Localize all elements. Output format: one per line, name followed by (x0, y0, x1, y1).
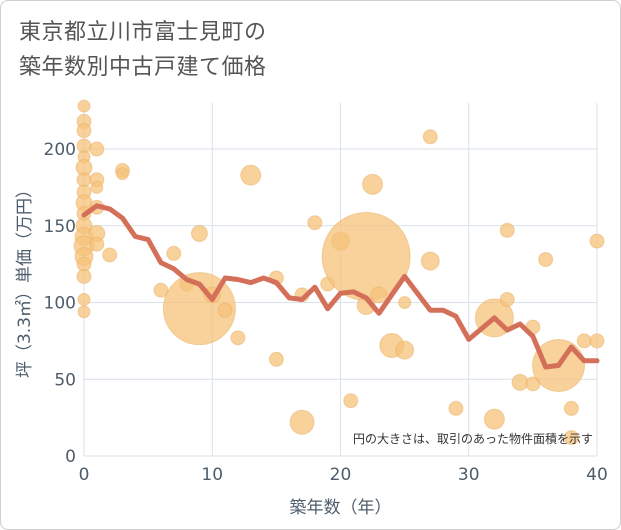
bubble-point (422, 129, 438, 145)
bubble-point (395, 340, 415, 360)
bubble-point (289, 409, 315, 435)
bubble-point (217, 302, 233, 318)
x-tick-label: 40 (586, 465, 608, 485)
bubble-point (77, 292, 91, 306)
chart-title: 東京都立川市富士見町の 築年数別中古戸建て価格 (19, 15, 439, 85)
bubble-point (166, 245, 182, 261)
bubble-point (362, 173, 384, 195)
bubble-point (483, 408, 505, 430)
bubble-size-note: 円の大きさは、取引のあった物件面積を示す (353, 431, 593, 446)
bubble-point (420, 251, 440, 271)
bubble-point (77, 99, 91, 113)
average-price-line (81, 203, 600, 370)
bubble-point (499, 222, 515, 238)
y-axis-title: 坪（3.3㎡）単価（万円） (15, 181, 35, 378)
bubble-point (76, 268, 92, 284)
bubble-point (448, 400, 464, 416)
bubble-point (563, 430, 579, 446)
bubble-point (398, 296, 412, 310)
chart-title-line-1: 東京都立川市富士見町の (19, 20, 267, 45)
bubble-point (90, 180, 104, 194)
bubble-point (343, 393, 359, 409)
bubble-point (268, 351, 284, 367)
bubble-point (230, 330, 246, 346)
x-axis-title: 築年数（年） (290, 498, 392, 518)
bubble-point (307, 215, 323, 231)
x-tick-label: 10 (201, 465, 223, 485)
bubble-point (102, 247, 118, 263)
x-tick-label: 30 (458, 465, 480, 485)
y-tick-label: 200 (44, 140, 76, 160)
bubble-point (589, 333, 605, 349)
bubble-point (538, 252, 554, 268)
bubble-point (89, 141, 105, 157)
bubble-point (576, 333, 592, 349)
tick-labels: 0 10 20 30 40 0 50 100 150 200 (44, 140, 608, 485)
bubble-point (240, 164, 262, 186)
bubbles (73, 99, 605, 446)
y-tick-label: 50 (54, 370, 76, 390)
bubble-point (190, 224, 208, 242)
y-tick-label: 0 (65, 447, 76, 467)
x-tick-label: 0 (79, 465, 90, 485)
bubble-point (77, 305, 91, 319)
y-tick-label: 150 (44, 217, 76, 237)
bubble-point (499, 291, 515, 307)
bubble-point (563, 400, 579, 416)
bubble-point (89, 236, 105, 252)
x-tick-label: 20 (330, 465, 352, 485)
trend-line (81, 203, 600, 370)
bubble-point (370, 286, 388, 304)
y-tick-label: 100 (44, 294, 76, 314)
bubble-point (115, 167, 129, 181)
chart-title-line-2: 築年数別中古戸建て価格 (19, 55, 267, 80)
bubble-point (589, 233, 605, 249)
bubble-point (76, 123, 92, 139)
